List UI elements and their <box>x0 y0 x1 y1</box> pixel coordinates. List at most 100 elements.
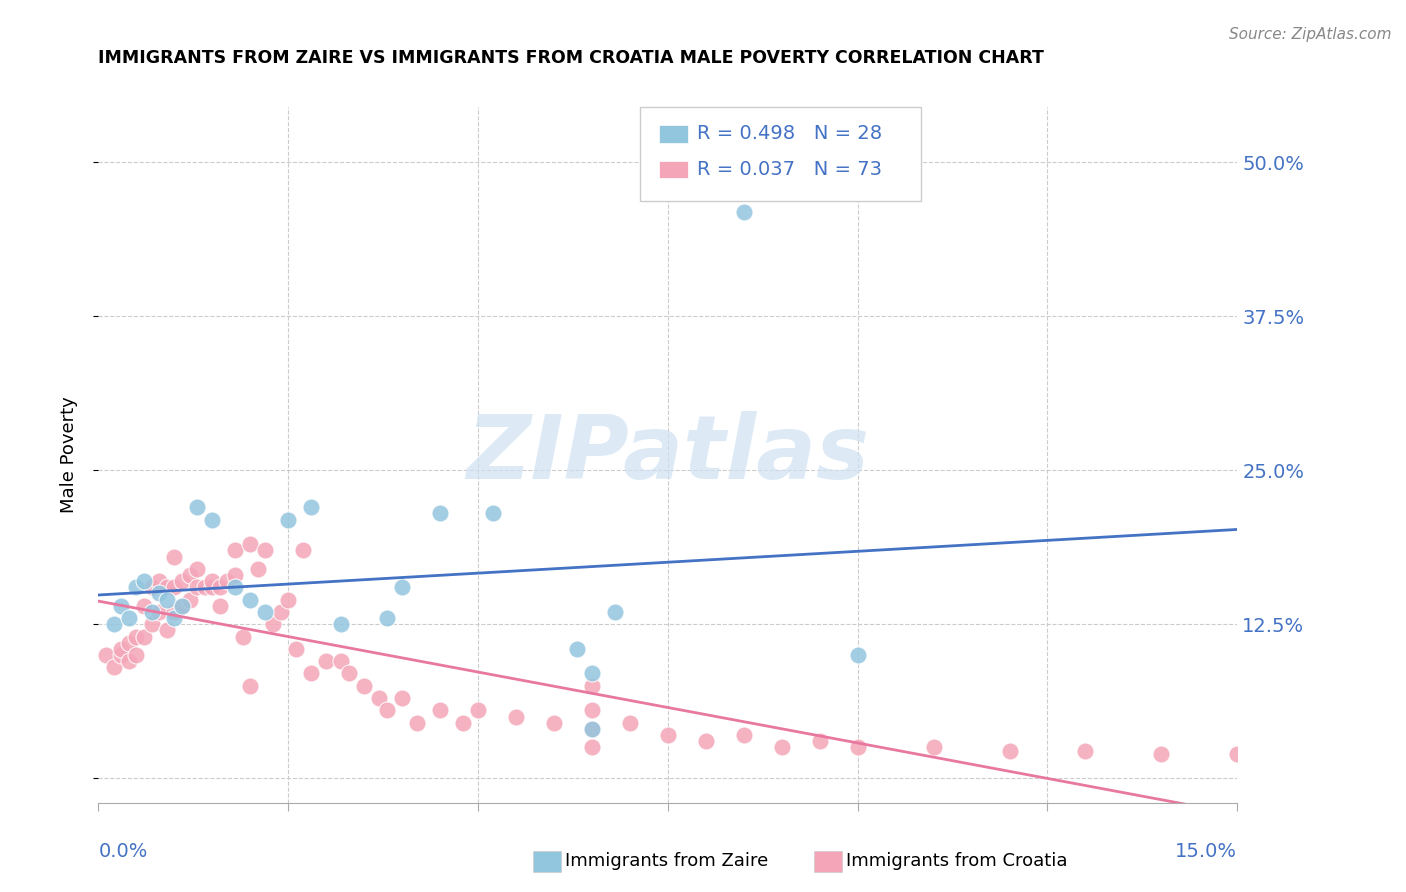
Point <box>208 580 231 594</box>
Text: 15.0%: 15.0% <box>1175 842 1237 861</box>
Point <box>246 562 269 576</box>
Point <box>299 666 322 681</box>
Point <box>299 500 322 515</box>
Text: Immigrants from Croatia: Immigrants from Croatia <box>846 852 1069 870</box>
Point <box>224 580 246 594</box>
Text: IMMIGRANTS FROM ZAIRE VS IMMIGRANTS FROM CROATIA MALE POVERTY CORRELATION CHART: IMMIGRANTS FROM ZAIRE VS IMMIGRANTS FROM… <box>98 49 1045 67</box>
Point <box>581 703 603 717</box>
Point <box>201 574 224 589</box>
Text: 0.0%: 0.0% <box>98 842 148 861</box>
Text: R = 0.037   N = 73: R = 0.037 N = 73 <box>697 160 883 179</box>
Point <box>254 543 277 558</box>
Point <box>330 654 353 668</box>
Point <box>581 740 603 755</box>
Point <box>375 703 398 717</box>
Point <box>315 654 337 668</box>
Point <box>808 734 831 748</box>
Point <box>110 599 132 613</box>
Point <box>163 605 186 619</box>
Point <box>391 580 413 594</box>
Text: Immigrants from Zaire: Immigrants from Zaire <box>565 852 769 870</box>
Point <box>148 605 170 619</box>
Point <box>270 605 292 619</box>
Point <box>224 543 246 558</box>
Point <box>118 636 141 650</box>
Point <box>922 740 945 755</box>
Point <box>239 679 262 693</box>
Point <box>733 728 755 742</box>
Point <box>467 703 489 717</box>
Point <box>141 605 163 619</box>
Point <box>429 507 451 521</box>
Point <box>179 592 201 607</box>
Point <box>125 580 148 594</box>
Point <box>163 611 186 625</box>
Point <box>277 592 299 607</box>
Point <box>156 592 179 607</box>
Point <box>118 654 141 668</box>
Point <box>1074 744 1097 758</box>
Point <box>543 715 565 730</box>
Point <box>239 537 262 551</box>
Text: ZIPatlas: ZIPatlas <box>467 411 869 499</box>
Point <box>292 543 315 558</box>
Point <box>170 574 193 589</box>
Point <box>156 580 179 594</box>
Point <box>103 617 125 632</box>
Point <box>186 500 208 515</box>
Point <box>998 744 1021 758</box>
Point <box>1150 747 1173 761</box>
Point <box>619 715 641 730</box>
Point <box>254 605 277 619</box>
Point <box>695 734 717 748</box>
Point <box>170 599 193 613</box>
Point <box>565 641 588 656</box>
Point <box>232 630 254 644</box>
Point <box>179 568 201 582</box>
Point <box>110 648 132 662</box>
Point <box>770 740 793 755</box>
Point <box>224 568 246 582</box>
Point <box>846 740 869 755</box>
Point <box>277 512 299 526</box>
Point <box>103 660 125 674</box>
Point <box>194 580 217 594</box>
Point <box>208 599 231 613</box>
Point <box>186 580 208 594</box>
Point <box>603 605 626 619</box>
Point <box>125 648 148 662</box>
Point <box>368 691 391 706</box>
Point <box>186 562 208 576</box>
Point <box>581 679 603 693</box>
Point <box>733 204 755 219</box>
Point <box>846 648 869 662</box>
Point <box>118 611 141 625</box>
Point <box>201 512 224 526</box>
Point <box>148 586 170 600</box>
Point <box>132 599 155 613</box>
Point <box>156 624 179 638</box>
Point <box>330 617 353 632</box>
Point <box>657 728 679 742</box>
Point <box>132 574 155 589</box>
Point <box>239 592 262 607</box>
Point <box>217 574 239 589</box>
Point <box>110 641 132 656</box>
Point <box>141 617 163 632</box>
Point <box>505 709 527 723</box>
Point <box>482 507 505 521</box>
Point <box>262 617 284 632</box>
Point <box>163 549 186 564</box>
Point <box>148 574 170 589</box>
Y-axis label: Male Poverty: Male Poverty <box>59 397 77 513</box>
Point <box>1226 747 1249 761</box>
Point <box>125 630 148 644</box>
Point <box>94 648 117 662</box>
Point <box>581 666 603 681</box>
Point <box>132 630 155 644</box>
Point <box>170 599 193 613</box>
Point <box>406 715 429 730</box>
Point <box>201 580 224 594</box>
Point <box>429 703 451 717</box>
Point <box>375 611 398 625</box>
